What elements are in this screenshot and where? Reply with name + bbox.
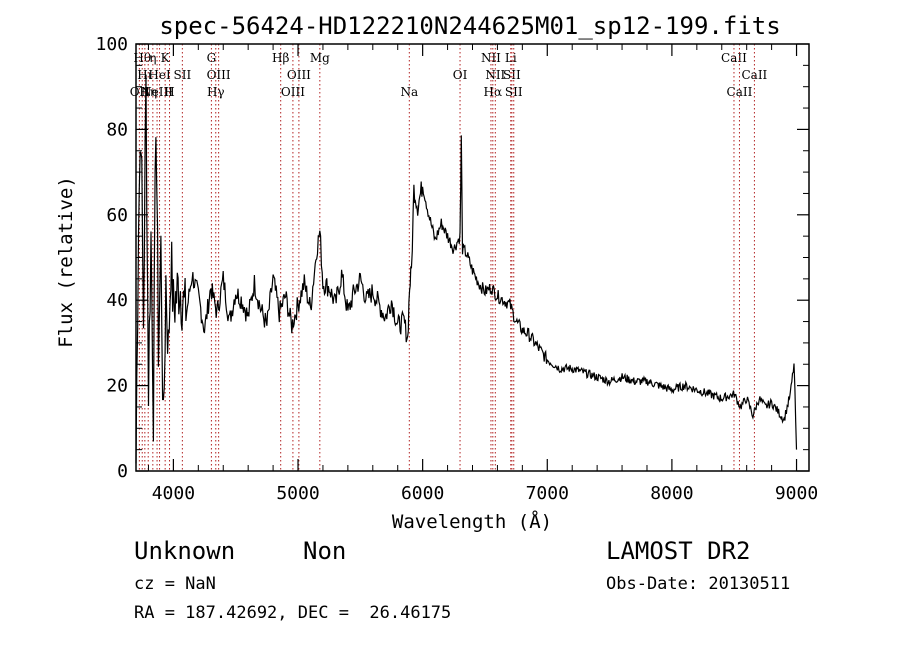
y-tick-label: 20 — [106, 376, 128, 397]
y-tick-label: 80 — [106, 119, 128, 140]
x-tick-label: 6000 — [401, 483, 444, 504]
line-marker-label: CaII — [727, 85, 753, 99]
line-marker-label: G — [207, 51, 217, 65]
line-marker-label: Hθ — [133, 51, 151, 65]
x-tick-label: 5000 — [276, 483, 319, 504]
y-tick-label: 60 — [106, 205, 128, 226]
y-tick-label: 100 — [95, 34, 128, 55]
line-marker-label: OIII — [281, 85, 305, 99]
line-marker-label: OIII — [207, 68, 231, 82]
spectrum-line — [135, 74, 798, 464]
line-marker-label: Na — [400, 85, 418, 99]
line-marker-label: SII — [174, 68, 192, 82]
spectral-line-markers: OIIHθHιHηηNeIIIHeIKHSIIGHγOIIIHβOIIIOIII… — [130, 44, 768, 471]
y-axis-label: Flux (relative) — [55, 176, 77, 348]
y-tick-label: 0 — [117, 461, 128, 482]
x-tick-label: 4000 — [152, 483, 195, 504]
line-marker-label: CaII — [741, 68, 767, 82]
line-marker-label: Hι — [137, 68, 152, 82]
chart-title: spec-56424-HD122210N244625M01_sp12-199.f… — [159, 12, 780, 40]
line-marker-label: η — [149, 51, 156, 65]
x-tick-label: 8000 — [650, 483, 693, 504]
x-axis: 4000 5000 6000 7000 8000 9000 — [147, 44, 818, 504]
x-tick-label: 9000 — [775, 483, 818, 504]
x-axis-label: Wavelength (Å) — [392, 510, 552, 533]
line-marker-label: CaII — [721, 51, 747, 65]
line-marker-label: SII — [503, 68, 521, 82]
line-marker-label: Mg — [310, 51, 330, 65]
line-marker-label: SII — [505, 85, 523, 99]
line-marker-label: Li — [505, 51, 517, 65]
line-marker-label: Hα — [484, 85, 503, 99]
line-marker-label: Hβ — [272, 51, 289, 65]
line-marker-label: NII — [481, 51, 501, 65]
x-tick-label: 7000 — [526, 483, 569, 504]
line-marker-label: OIII — [287, 68, 311, 82]
object-class: Unknown — [134, 537, 236, 565]
y-axis: 0 20 40 60 80 100 — [95, 34, 809, 482]
object-subclass: Non — [303, 537, 347, 565]
survey-name: LAMOST DR2 — [606, 537, 751, 565]
coordinates: RA = 187.42692, DEC = 26.46175 — [134, 603, 452, 623]
line-marker-label: OI — [453, 68, 468, 82]
line-marker-label: NII — [485, 68, 505, 82]
redshift-cz: cz = NaN — [134, 574, 216, 594]
plot-frame — [135, 43, 810, 472]
y-tick-label: 40 — [106, 290, 128, 311]
line-marker-label: H — [164, 85, 174, 99]
line-marker-label: K — [161, 51, 171, 65]
obs-date: Obs-Date: 20130511 — [606, 574, 791, 594]
line-marker-label: Hγ — [207, 85, 225, 99]
line-marker-label: HeI — [148, 68, 171, 82]
